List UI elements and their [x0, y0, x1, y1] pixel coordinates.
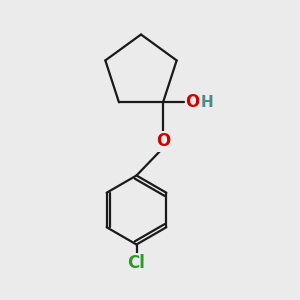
Text: Cl: Cl: [128, 254, 146, 272]
Text: O: O: [185, 93, 200, 111]
Text: O: O: [156, 132, 170, 150]
Text: H: H: [200, 95, 213, 110]
